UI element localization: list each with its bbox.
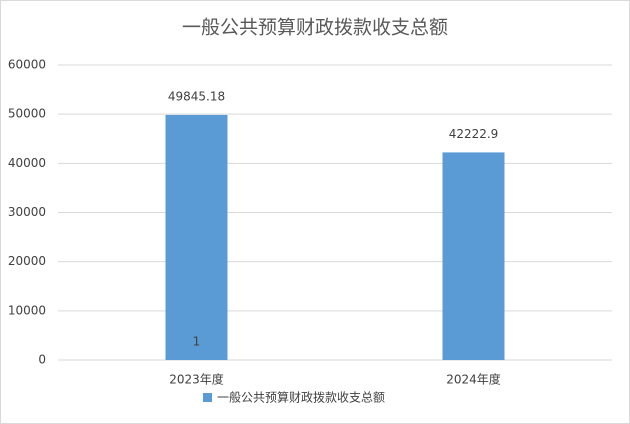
x-tick-label: 2023年度 — [169, 372, 224, 387]
y-tick-label: 20000 — [8, 254, 46, 268]
y-tick-label: 30000 — [8, 205, 46, 219]
y-tick-label: 0 — [38, 353, 46, 367]
y-tick-label: 50000 — [8, 107, 46, 121]
data-label: 42222.9 — [449, 127, 499, 141]
x-tick-label: 2024年度 — [446, 372, 501, 387]
y-tick-label: 40000 — [8, 156, 46, 170]
legend-label: 一般公共预算财政拨款收支总额 — [217, 390, 385, 405]
legend-swatch — [203, 393, 212, 402]
data-label: 49845.18 — [168, 89, 225, 103]
y-tick-label: 60000 — [8, 58, 46, 72]
y-tick-label: 10000 — [8, 303, 46, 317]
annotation: 1 — [193, 335, 201, 349]
bar — [442, 152, 505, 360]
bar — [165, 114, 228, 361]
chart-title: 一般公共预算财政拨款收支总额 — [182, 17, 448, 39]
